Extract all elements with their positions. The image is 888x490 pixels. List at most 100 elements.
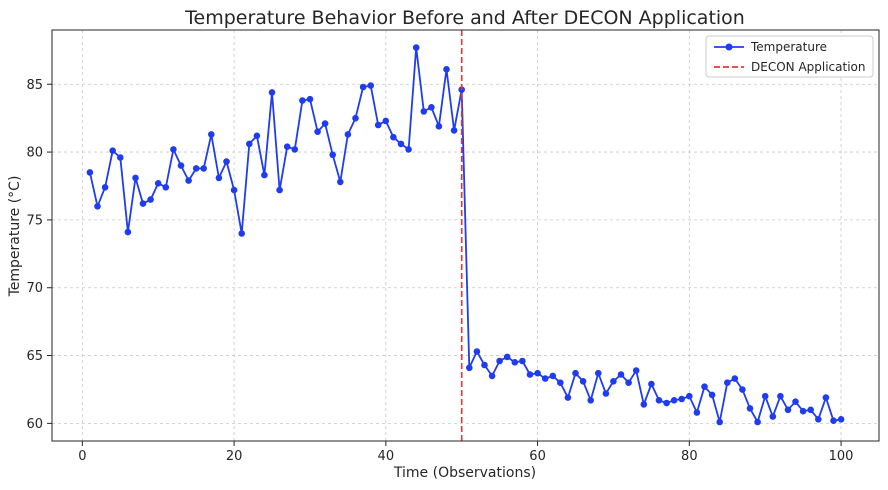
data-point [428, 104, 435, 111]
data-point [716, 418, 723, 426]
x-tick-label: 100 [829, 449, 854, 464]
data-point [784, 406, 792, 414]
y-tick-label: 80 [26, 146, 43, 161]
data-point [724, 379, 731, 387]
data-point [139, 200, 147, 207]
data-point [602, 390, 610, 397]
data-point [807, 406, 814, 414]
x-ticks: 0 20 40 60 80 100 [78, 441, 853, 464]
data-point [739, 386, 746, 393]
data-point [450, 127, 458, 134]
y-axis-label: Temperature (°C) [7, 176, 23, 298]
grid [52, 30, 879, 441]
data-point [534, 369, 541, 377]
data-point [837, 416, 845, 423]
data-point [261, 171, 268, 179]
legend-box [705, 35, 874, 78]
data-point [352, 114, 359, 122]
data-point [579, 378, 587, 385]
data-point [306, 95, 314, 103]
data-point [549, 372, 557, 380]
data-point [519, 357, 526, 365]
legend-marker-temperature [725, 43, 733, 51]
data-point [610, 378, 617, 385]
data-point [830, 417, 837, 425]
data-point [109, 147, 116, 154]
data-point [101, 184, 109, 191]
x-tick-label: 20 [226, 449, 243, 464]
data-point [268, 89, 276, 96]
data-point [117, 154, 124, 161]
data-point [701, 383, 708, 391]
y-tick-label: 70 [26, 281, 43, 296]
data-point [595, 369, 602, 377]
data-point [405, 146, 412, 153]
data-point [632, 367, 640, 374]
data-point [329, 151, 337, 159]
x-tick-label: 80 [681, 449, 698, 464]
data-point [769, 413, 777, 420]
data-point [246, 140, 253, 148]
data-point [276, 186, 283, 194]
data-point [761, 392, 769, 400]
legend-label-decon: DECON Application [751, 60, 866, 74]
y-ticks: 60 65 70 75 80 85 [26, 78, 52, 432]
data-point [587, 397, 594, 404]
data-point [124, 228, 132, 236]
data-point [321, 120, 329, 127]
data-point [94, 203, 101, 210]
data-point [693, 409, 701, 416]
data-point [663, 399, 670, 407]
data-point [617, 371, 625, 378]
y-tick-label: 75 [26, 213, 43, 228]
data-point [435, 123, 443, 130]
data-point [299, 97, 306, 104]
x-tick-label: 40 [378, 449, 395, 464]
series-line-temperature [89, 46, 842, 423]
data-point [230, 186, 238, 194]
x-axis-label: Time (Observations) [393, 465, 536, 481]
data-point [686, 392, 693, 400]
data-point [397, 140, 405, 148]
series-group [86, 44, 845, 426]
data-point [488, 372, 496, 380]
data-point [238, 230, 245, 237]
data-point [541, 375, 549, 382]
data-point [192, 165, 200, 172]
legend-label-temperature: Temperature [750, 40, 827, 54]
data-point [215, 174, 223, 182]
data-point [147, 196, 154, 203]
data-point [367, 82, 375, 89]
data-point [208, 131, 215, 138]
data-point [154, 180, 162, 187]
data-point [526, 371, 534, 378]
data-point [625, 379, 632, 387]
data-point [731, 375, 739, 382]
data-point [496, 357, 503, 365]
data-point [754, 418, 761, 426]
data-point [223, 158, 230, 165]
x-tick-label: 0 [78, 449, 86, 464]
data-point [344, 131, 352, 138]
data-point [777, 392, 784, 400]
data-point [132, 174, 139, 182]
data-point [511, 359, 519, 366]
data-point [291, 146, 299, 153]
data-point [792, 398, 799, 406]
data-point [746, 405, 754, 412]
data-point [466, 364, 473, 372]
data-point [564, 394, 572, 401]
y-tick-label: 85 [26, 78, 43, 93]
data-point [185, 177, 192, 184]
data-point [708, 391, 716, 399]
x-tick-label: 60 [529, 449, 546, 464]
y-tick-label: 60 [26, 417, 43, 432]
data-point [670, 397, 678, 404]
data-point [420, 108, 428, 115]
data-point [481, 361, 488, 369]
chart-title: Temperature Behavior Before and After DE… [184, 7, 745, 29]
data-point [572, 369, 579, 377]
data-point [655, 397, 663, 404]
data-point [162, 184, 170, 191]
data-point [337, 178, 344, 186]
